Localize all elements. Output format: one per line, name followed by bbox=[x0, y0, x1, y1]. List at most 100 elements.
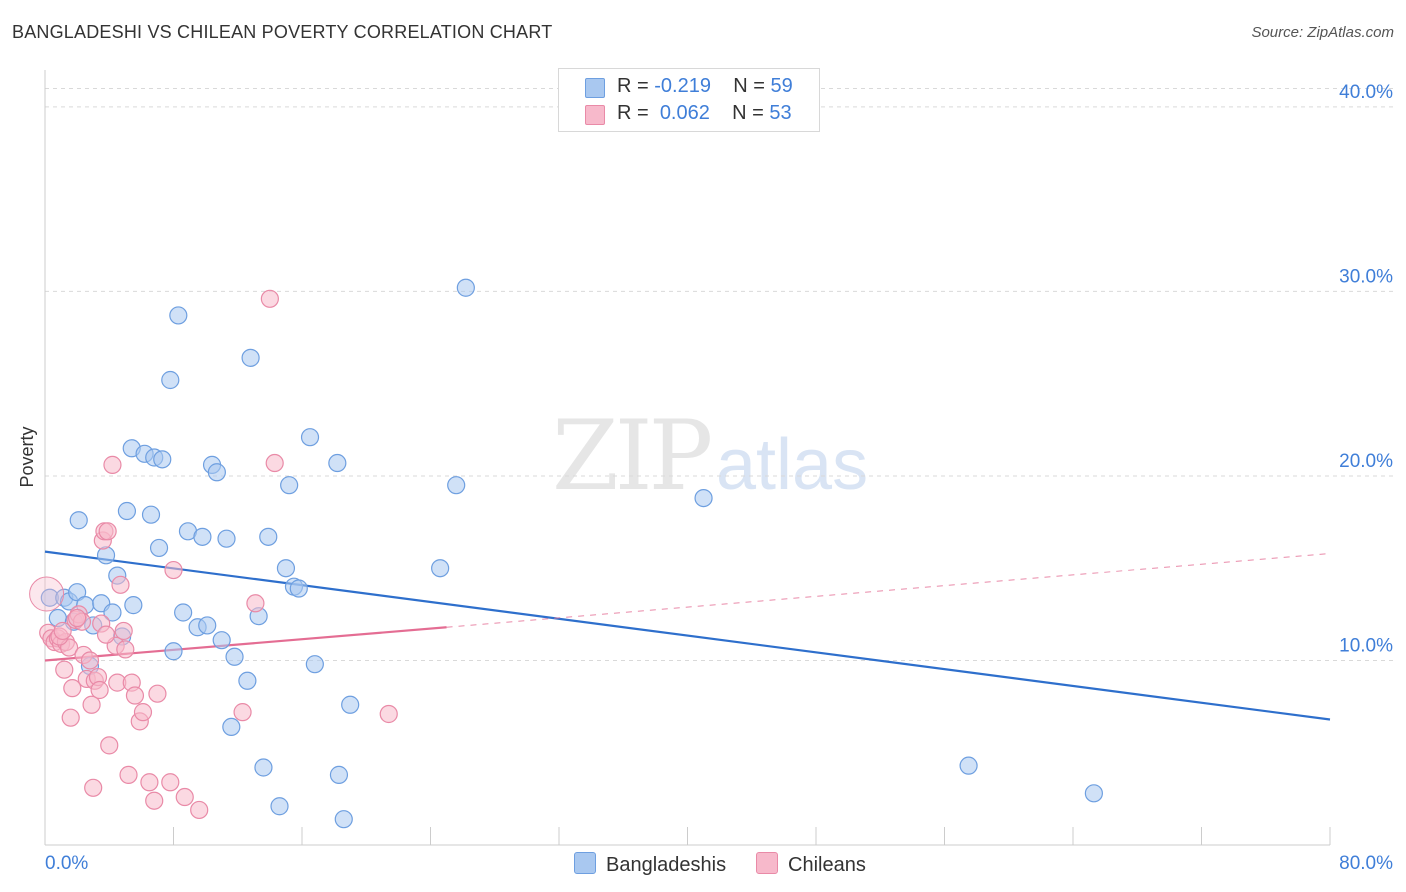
bangladeshi-point bbox=[68, 583, 87, 602]
chilean-point bbox=[164, 560, 183, 580]
axes bbox=[44, 70, 1331, 846]
bangladeshi-point bbox=[341, 695, 360, 714]
chilean-trend-extension bbox=[446, 552, 1331, 628]
y-tick-label: 40.0% bbox=[1339, 82, 1393, 103]
bangladeshi-point bbox=[694, 488, 713, 508]
bangladeshi-point bbox=[103, 603, 122, 622]
chilean-point bbox=[125, 686, 145, 705]
bangladeshi-point bbox=[117, 501, 137, 521]
legend-r-label: R = bbox=[617, 75, 655, 97]
bangladeshi-point bbox=[161, 370, 180, 390]
chilean-point bbox=[233, 703, 252, 722]
chilean-point bbox=[260, 289, 279, 308]
bangladeshi-point bbox=[207, 463, 226, 482]
chilean-point bbox=[265, 453, 284, 473]
bangladeshi-point bbox=[431, 559, 450, 578]
chilean-point bbox=[161, 773, 180, 792]
legend-n-value: 59 bbox=[770, 75, 793, 97]
bangladeshi-point bbox=[169, 306, 188, 325]
chilean-trend-line bbox=[44, 626, 447, 662]
bangladeshi-point bbox=[328, 453, 347, 473]
legend-r-value: 0.062 bbox=[659, 102, 710, 124]
chilean-point bbox=[148, 684, 167, 703]
chilean-point bbox=[61, 708, 80, 727]
chilean-point bbox=[379, 704, 398, 724]
tick-labels: 10.0% 20.0% 30.0% 40.0% 0.0% 80.0% Poverty bbox=[17, 82, 1393, 874]
x-tick-label: 80.0% bbox=[1339, 853, 1393, 874]
chilean-point bbox=[82, 695, 101, 714]
chilean-point bbox=[63, 679, 82, 698]
legend-n-value: 53 bbox=[769, 102, 792, 124]
y-axis-label: Poverty bbox=[17, 426, 37, 487]
bangladeshi-point bbox=[222, 717, 241, 737]
chilean-point bbox=[100, 736, 119, 755]
bangladeshi-point bbox=[69, 511, 88, 530]
chilean-point bbox=[190, 800, 209, 820]
bangladeshi-point bbox=[153, 450, 172, 469]
bottom-legend-bangladeshis: Bangladeshis bbox=[574, 852, 726, 877]
bangladeshi-point bbox=[254, 758, 273, 777]
bangladeshi-point bbox=[280, 476, 299, 495]
bangladeshi-point bbox=[217, 529, 236, 548]
bangladeshi-point bbox=[276, 559, 296, 578]
bangladeshi-point bbox=[212, 631, 231, 650]
bangladeshi-point bbox=[289, 579, 308, 598]
legend-swatch-blue bbox=[585, 78, 605, 98]
chilean-point bbox=[140, 773, 159, 792]
chilean-point bbox=[119, 765, 138, 784]
watermark-zip: ZIP bbox=[552, 400, 713, 512]
bangladeshi-point bbox=[259, 527, 278, 546]
bangladeshi-point bbox=[300, 428, 320, 447]
chilean-point bbox=[84, 778, 103, 797]
chilean-point bbox=[90, 680, 109, 700]
bottom-legend-swatch-blue bbox=[574, 852, 596, 874]
bangladeshi-point bbox=[225, 647, 244, 666]
chilean-point bbox=[133, 703, 153, 722]
bangladeshi-point bbox=[447, 476, 466, 495]
legend-swatch-pink bbox=[585, 105, 605, 125]
chilean-point bbox=[53, 621, 72, 641]
bangladeshi-point bbox=[149, 538, 169, 558]
bottom-legend-chileans: Chileans bbox=[756, 852, 866, 877]
bangladeshi-point bbox=[270, 797, 289, 816]
chilean-point bbox=[98, 522, 117, 541]
chilean-point bbox=[103, 455, 122, 474]
legend-r-label: R = bbox=[617, 102, 655, 124]
legend-r-value: -0.219 bbox=[654, 75, 711, 97]
chart-title: BANGLADESHI VS CHILEAN POVERTY CORRELATI… bbox=[12, 22, 553, 42]
chilean-point bbox=[55, 660, 74, 679]
chilean-point bbox=[68, 608, 87, 628]
bangladeshi-point bbox=[305, 655, 324, 674]
chilean-point bbox=[111, 575, 130, 594]
chilean-point bbox=[246, 594, 265, 613]
legend-n-label: N = bbox=[733, 75, 771, 97]
chilean-point-large bbox=[29, 576, 65, 612]
chilean-point bbox=[175, 787, 194, 807]
y-tick-label: 20.0% bbox=[1339, 451, 1393, 472]
bottom-legend-label: Bangladeshis bbox=[606, 854, 727, 876]
y-tick-label: 10.0% bbox=[1339, 635, 1393, 656]
bangladeshi-point bbox=[174, 603, 193, 622]
bangladeshi-point bbox=[96, 546, 116, 565]
legend-n-label: N = bbox=[732, 102, 770, 124]
bangladeshi-point bbox=[241, 348, 260, 367]
y-tick-label: 30.0% bbox=[1339, 266, 1393, 287]
data-points bbox=[29, 278, 1103, 829]
bangladeshi-point bbox=[141, 505, 161, 524]
bangladeshi-point bbox=[1084, 784, 1103, 803]
bangladeshi-point bbox=[164, 642, 183, 661]
bangladeshi-point bbox=[198, 616, 217, 635]
x-tick-label: 0.0% bbox=[45, 853, 88, 874]
bottom-legend-swatch-pink bbox=[756, 852, 778, 874]
gridlines bbox=[45, 87, 1393, 661]
chilean-point bbox=[116, 640, 135, 659]
bangladeshi-point bbox=[329, 765, 349, 784]
chart-source: Source: ZipAtlas.com bbox=[1251, 24, 1394, 41]
chilean-point bbox=[145, 791, 164, 810]
correlation-legend: R = -0.219 N = 59 R = 0.062 N = 53 bbox=[558, 68, 820, 132]
bottom-legend-label: Chileans bbox=[788, 854, 866, 876]
bangladeshi-point bbox=[238, 671, 257, 690]
bangladeshi-point bbox=[193, 527, 212, 546]
chilean-point bbox=[114, 621, 133, 641]
